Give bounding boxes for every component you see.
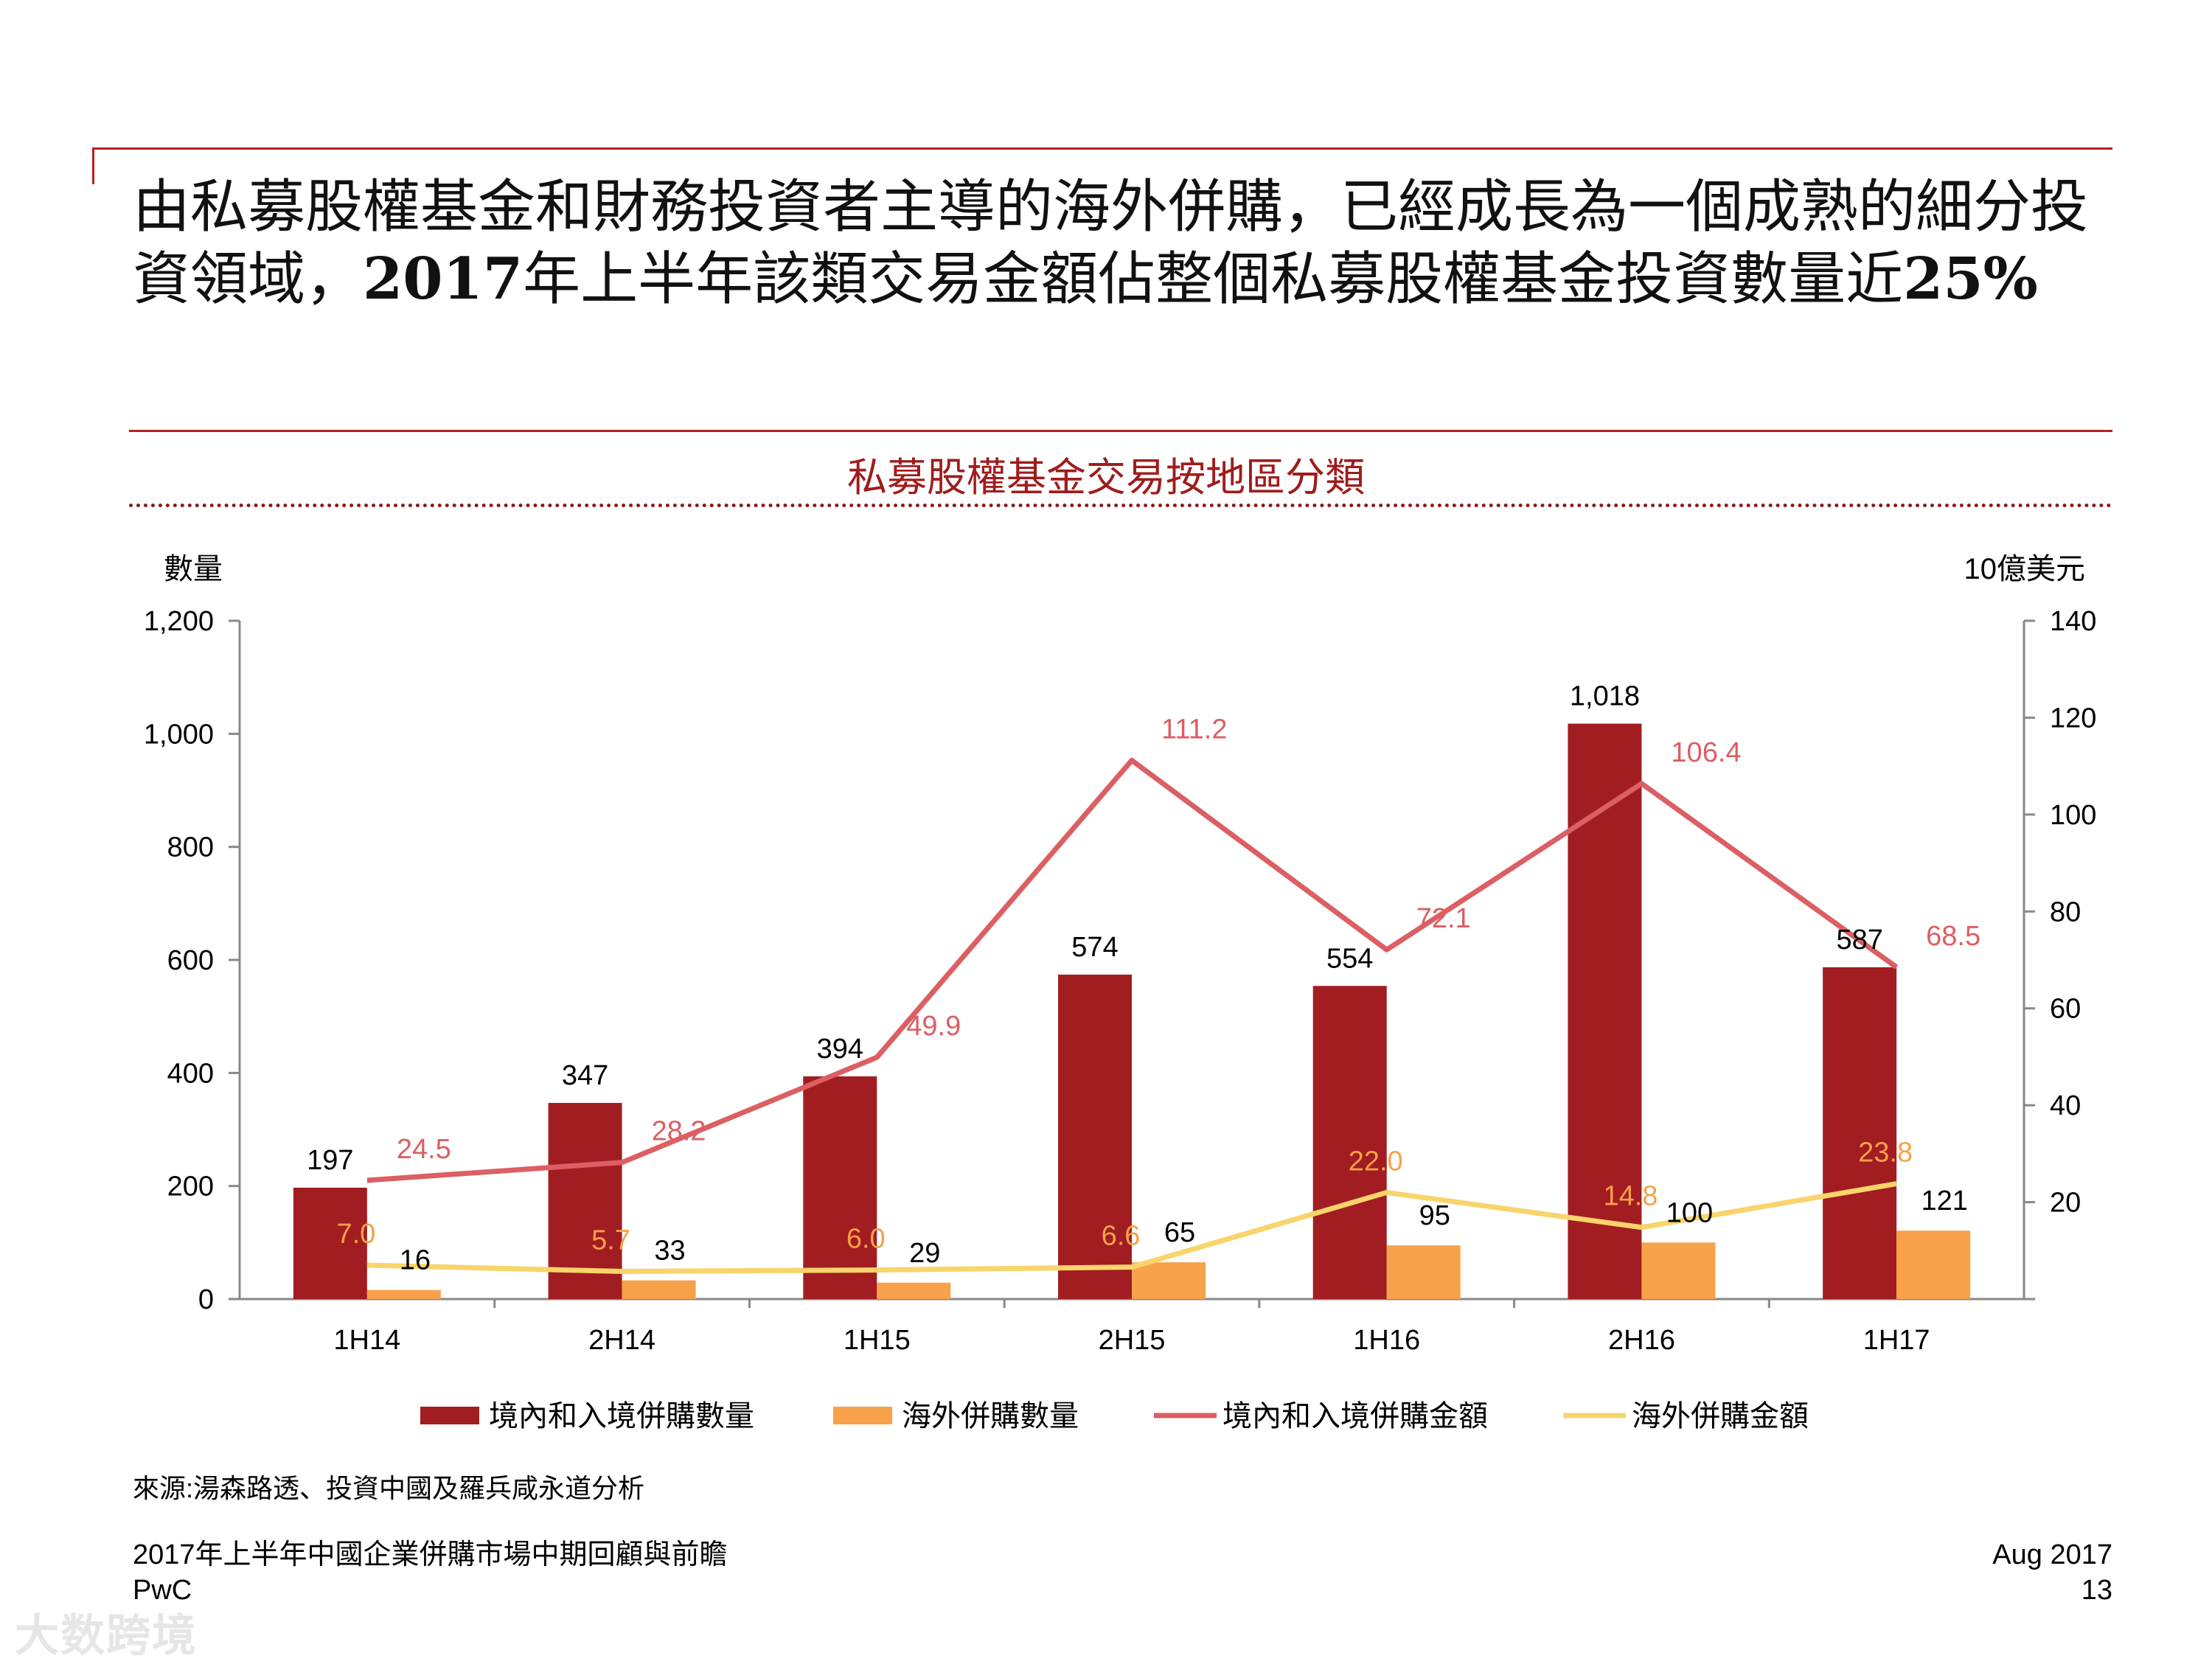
- label-outbound-count: 65: [1164, 1217, 1195, 1248]
- y-left-tick-label: 600: [167, 945, 214, 976]
- footer-company: PwC: [133, 1575, 192, 1606]
- bar-domestic-count: [1823, 967, 1897, 1299]
- bar-outbound-count: [1896, 1230, 1971, 1299]
- line-outbound-value: [366, 1181, 1897, 1275]
- label-outbound-value: 23.8: [1858, 1138, 1913, 1169]
- label-domestic-value: 72.1: [1416, 903, 1471, 934]
- label-domestic-count: 554: [1326, 943, 1373, 974]
- y-right-tick-label: 140: [2050, 606, 2096, 637]
- chart-data-labels: 197 16 347 33 394 29 574 65 554 95 1,018 100 587 121 2…: [307, 681, 1980, 1276]
- chart-bars: [293, 723, 1971, 1299]
- bar-outbound-count: [1386, 1245, 1461, 1299]
- chart-legend: 境內和入境併購數量 海外併購數量 境內和入境併購金額 海外併購金額: [420, 1399, 1809, 1433]
- header-rule: [92, 147, 2112, 150]
- bar-domestic-count: [1058, 974, 1132, 1299]
- label-outbound-value: 22.0: [1349, 1146, 1403, 1177]
- x-tick-label: 1H15: [844, 1325, 911, 1356]
- page-headline: 由私募股權基金和財務投資者主導的海外併購，已經成長為一個成熟的細分投資領域，20…: [133, 171, 2138, 316]
- bar-outbound-count: [622, 1280, 696, 1299]
- title-divider: [129, 430, 2112, 432]
- label-outbound-value: 6.6: [1102, 1221, 1141, 1252]
- legend-swatch-bar: [420, 1407, 479, 1424]
- bar-outbound-count: [1641, 1242, 1716, 1299]
- legend-label: 境內和入境併購數量: [489, 1399, 754, 1433]
- label-domestic-count: 197: [307, 1145, 353, 1176]
- label-domestic-count: 574: [1071, 932, 1118, 963]
- line-domestic-value: [366, 757, 1899, 1183]
- legend-label: 境內和入境併購金額: [1222, 1399, 1488, 1433]
- x-tick-label: 1H14: [333, 1325, 400, 1356]
- y-left-tick-label: 800: [167, 832, 214, 863]
- bar-outbound-count: [1132, 1262, 1206, 1299]
- dotted-divider: [129, 504, 2112, 507]
- label-domestic-count: 394: [817, 1034, 863, 1065]
- y-right-tick-label: 40: [2050, 1090, 2081, 1121]
- label-outbound-value: 6.0: [846, 1224, 886, 1255]
- label-outbound-value: 5.7: [591, 1225, 630, 1256]
- headline-percent: 25%: [1903, 246, 2038, 313]
- y-left-axis-title: 數量: [164, 553, 223, 585]
- headline-text-2: 年上半年該類交易金額佔整個私募股權基金投資數量近: [523, 246, 1904, 313]
- bar-domestic-count: [293, 1187, 367, 1299]
- label-domestic-value: 49.9: [906, 1011, 961, 1042]
- label-domestic-value: 24.5: [397, 1134, 451, 1165]
- legend-swatch-bar: [833, 1407, 892, 1424]
- bar-outbound-count: [877, 1282, 951, 1299]
- header-corner-mark: [92, 147, 94, 184]
- footer-date: Aug 2017: [1992, 1539, 2112, 1570]
- bar-domestic-count: [1568, 723, 1642, 1299]
- watermark-logo: 大数跨境: [15, 1611, 198, 1660]
- legend-label: 海外併購數量: [902, 1399, 1079, 1433]
- footer-left: 2017年上半年中國企業併購市場中期回顧與前瞻 PwC: [133, 1537, 728, 1608]
- headline-year: 2017: [363, 246, 524, 313]
- y-right-axis-title: 10億美元: [1964, 553, 2086, 585]
- bar-domestic-count: [548, 1102, 622, 1299]
- label-domestic-value: 68.5: [1926, 921, 1980, 952]
- x-tick-label: 2H16: [1608, 1325, 1675, 1356]
- label-domestic-count: 587: [1836, 925, 1882, 955]
- footer-page-number: 13: [2081, 1575, 2112, 1606]
- label-domestic-value: 28.2: [652, 1116, 706, 1147]
- x-tick-label: 1H17: [1863, 1325, 1930, 1356]
- label-outbound-value: 14.8: [1603, 1181, 1658, 1212]
- label-outbound-count: 121: [1921, 1186, 1967, 1216]
- label-domestic-count: 1,018: [1570, 681, 1640, 712]
- label-domestic-count: 347: [562, 1060, 608, 1091]
- y-right-tick-label: 80: [2050, 897, 2081, 927]
- combo-chart: 0 200 400 600 800 1,000 1,200 20 40 60 80 100 120 140…: [144, 553, 2097, 1433]
- y-left-tick-label: 200: [167, 1172, 214, 1202]
- label-outbound-count: 16: [400, 1245, 431, 1276]
- x-tick-label: 2H15: [1099, 1325, 1166, 1356]
- bar-domestic-count: [803, 1076, 877, 1299]
- chart-lines: [366, 757, 1899, 1275]
- y-right-tick-label: 120: [2050, 703, 2096, 734]
- label-outbound-count: 29: [909, 1238, 940, 1269]
- label-outbound-value: 7.0: [336, 1219, 375, 1250]
- y-left-tick-label: 400: [167, 1058, 214, 1089]
- y-left-tick-label: 1,200: [144, 606, 214, 637]
- headline-text-1: 由私募股權基金和財務投資者主導的海外併購，已經成長為一個成熟的細分投資領域，: [133, 174, 2089, 313]
- y-left-tick-label: 1,000: [144, 719, 214, 750]
- chart-title: 私募股權基金交易按地區分類: [847, 454, 1365, 501]
- source-note: 來源:湯森路透、投資中國及羅兵咸永道分析: [133, 1473, 645, 1503]
- label-outbound-count: 100: [1666, 1197, 1713, 1228]
- label-domestic-value: 106.4: [1671, 737, 1741, 768]
- footer-report-title: 2017年上半年中國企業併購市場中期回顧與前瞻: [133, 1539, 728, 1570]
- bar-domestic-count: [1312, 986, 1387, 1299]
- y-right-tick-label: 20: [2050, 1188, 2081, 1219]
- legend-label: 海外併購金額: [1632, 1399, 1809, 1433]
- x-tick-label: 1H16: [1353, 1325, 1420, 1356]
- label-outbound-count: 33: [654, 1236, 685, 1267]
- bar-outbound-count: [366, 1289, 441, 1299]
- y-right-tick-label: 60: [2050, 994, 2081, 1025]
- label-outbound-count: 95: [1419, 1200, 1450, 1231]
- y-right-tick-label: 100: [2050, 800, 2096, 831]
- x-tick-label: 2H14: [588, 1325, 655, 1356]
- y-left-tick-label: 0: [198, 1284, 214, 1315]
- footer-right: Aug 2017 13: [1992, 1537, 2112, 1608]
- label-domestic-value: 111.2: [1161, 714, 1227, 745]
